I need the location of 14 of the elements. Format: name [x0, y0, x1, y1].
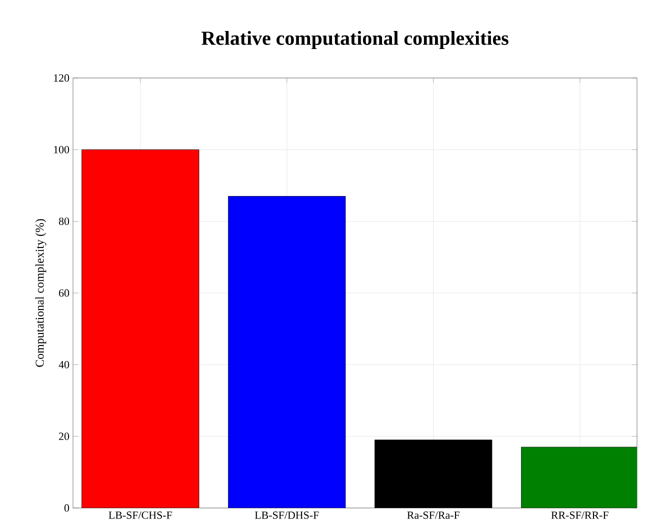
- x-tick-label: LB-SF/CHS-F: [108, 512, 172, 519]
- x-tick-label: RR-SF/RR-F: [551, 512, 608, 519]
- x-tick-label: Ra-SF/Ra-F: [407, 512, 460, 519]
- chart-title: Relative computational complexities: [202, 30, 508, 50]
- x-tick-label: LB-SF/DHS-F: [254, 512, 319, 519]
- y-tick-label: 40: [58, 360, 70, 368]
- y-tick-label: 0: [64, 504, 70, 512]
- y-tick-label: 60: [59, 289, 70, 297]
- y-axis-title: Computational complexity (%): [35, 219, 46, 367]
- y-tick-label: 20: [59, 432, 70, 440]
- y-tick-label: 120: [54, 74, 70, 82]
- y-tick-label: 80: [58, 218, 70, 226]
- y-tick-label: 100: [54, 146, 70, 154]
- bar: [228, 196, 346, 508]
